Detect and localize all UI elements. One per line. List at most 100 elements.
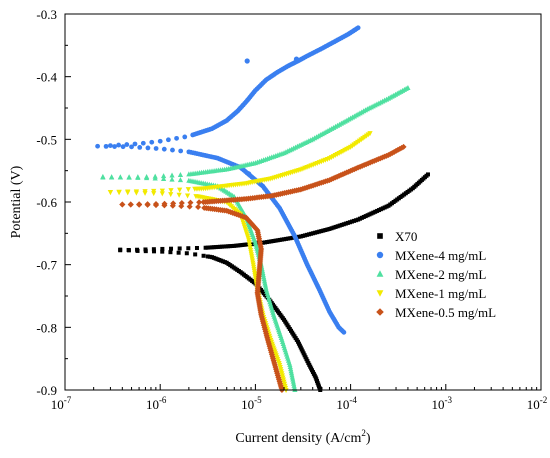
point-x70 (240, 242, 245, 247)
point-mxene-2-mg-ml (117, 174, 123, 180)
point-mxene-2-mg-ml (135, 174, 141, 180)
point-x70 (277, 237, 282, 242)
point-x70 (302, 233, 307, 238)
point-x70 (349, 219, 354, 224)
point-mxene-2-mg-ml (288, 368, 294, 374)
point-mxene-2-mg-ml (263, 284, 269, 290)
point-x70 (215, 244, 220, 249)
point-mxene-0-5-mg-ml (144, 201, 151, 208)
x-tick-label: 10-3 (432, 395, 453, 412)
point-x70 (228, 244, 233, 249)
point-mxene-2-mg-ml (291, 384, 298, 390)
point-x70 (273, 238, 278, 243)
point-x70 (222, 244, 227, 249)
point-x70 (242, 242, 247, 247)
point-x70 (184, 251, 189, 256)
point-mxene-2-mg-ml (287, 361, 293, 367)
point-x70 (347, 220, 352, 225)
point-mxene-4-mg-ml (170, 147, 175, 153)
point-mxene-2-mg-ml (287, 364, 293, 370)
point-mxene-2-mg-ml (291, 382, 297, 388)
point-x70 (325, 227, 330, 232)
point-x70 (193, 252, 198, 257)
point-mxene-2-mg-ml (109, 174, 115, 180)
legend-marker-mxene-0-5-mg-ml (376, 308, 384, 316)
legend-marker-mxene-2-mg-ml (376, 270, 384, 277)
point-mxene-2-mg-ml (144, 173, 150, 179)
point-x70 (232, 243, 237, 248)
point-x70 (279, 237, 284, 242)
point-mxene-1-mg-ml (125, 189, 131, 195)
point-mxene-1-mg-ml (107, 189, 114, 195)
y-tick-label: -0.6 (36, 195, 57, 210)
point-mxene-0-5-mg-ml (196, 199, 203, 206)
y-tick-label: -0.5 (36, 132, 57, 147)
legend-label-mxene-0-5-mg-ml: MXene-0.5 mg/mL (395, 305, 496, 320)
legend-marker-mxene-4-mg-ml (376, 251, 384, 259)
point-mxene-2-mg-ml (289, 372, 295, 378)
point-mxene-0-5-mg-ml (170, 200, 177, 207)
point-mxene-2-mg-ml (100, 174, 106, 180)
point-x70 (217, 244, 222, 249)
x-tick-label: 10-5 (241, 395, 262, 412)
point-x70 (321, 228, 326, 233)
point-mxene-2-mg-ml (261, 278, 268, 284)
point-x70 (317, 229, 322, 234)
point-mxene-2-mg-ml (288, 366, 294, 372)
point-x70 (160, 249, 165, 254)
point-mxene-2-mg-ml (288, 370, 295, 376)
point-mxene-0-5-mg-ml (161, 200, 168, 207)
point-mxene-0-5-mg-ml (136, 201, 143, 208)
point-mxene-4-mg-ml (246, 171, 252, 177)
y-tick-label: -0.4 (36, 70, 57, 85)
point-mxene-1-mg-ml (159, 191, 165, 197)
point-mxene-1-mg-ml (142, 189, 148, 195)
point-x70 (207, 245, 212, 250)
point-mxene-2-mg-ml (152, 173, 158, 179)
point-x70 (269, 239, 274, 244)
point-x70 (151, 247, 156, 252)
y-tick-label: -0.8 (36, 320, 57, 335)
legend-label-mxene-2-mg-ml: MXene-2 mg/mL (395, 267, 486, 282)
legend-marker-x70 (377, 233, 383, 239)
point-mxene-4-mg-ml (95, 143, 100, 149)
point-mxene-1-mg-ml (133, 189, 139, 195)
point-mxene-1-mg-ml (168, 188, 174, 194)
point-x70 (205, 254, 210, 259)
point-x70 (311, 231, 316, 236)
point-mxene-2-mg-ml (260, 270, 266, 276)
point-x70 (354, 218, 359, 223)
point-mxene-2-mg-ml (161, 173, 167, 179)
x-tick-label: 10-7 (51, 395, 72, 412)
point-mxene-2-mg-ml (177, 177, 184, 183)
point-mxene-0-5-mg-ml (127, 201, 134, 208)
point-mxene-4-mg-ml (145, 145, 151, 151)
point-mxene-0-5-mg-ml (400, 143, 407, 150)
point-x70 (343, 221, 348, 226)
point-mxene-4-mg-ml (157, 138, 163, 144)
point-x70 (290, 235, 295, 240)
x-tick-label: 10-6 (146, 395, 167, 412)
point-x70 (224, 244, 229, 249)
y-tick-label: -0.7 (36, 258, 57, 273)
point-mxene-2-mg-ml (169, 172, 175, 178)
point-x70 (201, 253, 206, 258)
point-x70 (296, 234, 301, 239)
point-x70 (126, 247, 131, 252)
point-mxene-1-mg-ml (159, 188, 165, 194)
point-x70 (267, 239, 272, 244)
point-x70 (169, 246, 174, 251)
point-mxene-4-mg-ml (124, 142, 130, 147)
point-x70 (205, 245, 210, 250)
point-mxene-0-5-mg-ml (195, 204, 202, 211)
point-x70 (331, 225, 336, 230)
point-mxene-0-5-mg-ml (178, 199, 185, 206)
point-x70 (304, 232, 309, 237)
point-mxene-4-mg-ml (341, 329, 347, 335)
point-mxene-1-mg-ml (151, 188, 157, 194)
point-x70 (160, 246, 165, 251)
axes-layer: 10-7 10-6 10-5 10-4 10-3 10-2 -0.3 -0.4 -0.5 -0.6… (36, 7, 547, 412)
point-mxene-1-mg-ml (177, 187, 183, 193)
point-mxene-4-mg-ml (355, 25, 361, 31)
point-x70 (271, 238, 276, 243)
